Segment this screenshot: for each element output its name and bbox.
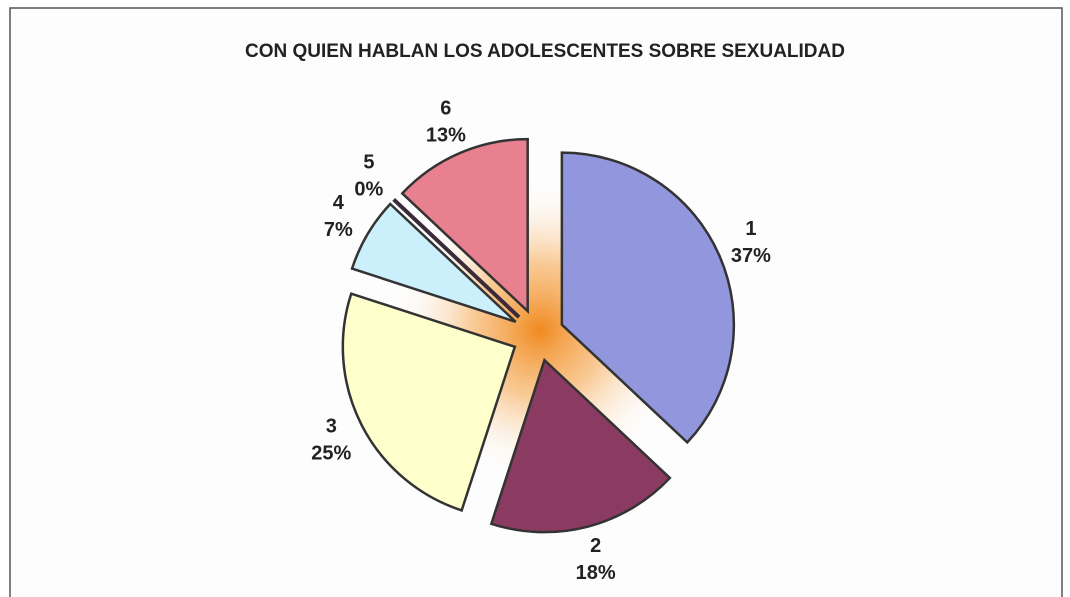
slice-percent: 37%: [731, 245, 771, 267]
slice-category: 2: [590, 535, 601, 557]
slice-category: 3: [326, 416, 337, 438]
slice-percent: 0%: [354, 178, 383, 200]
pie-slice: [350, 202, 517, 323]
slice-category: 4: [333, 192, 345, 214]
pie-slice: [400, 137, 529, 315]
pie-slice: [560, 151, 736, 445]
slice-category: 5: [363, 151, 374, 173]
chart-title: CON QUIEN HABLAN LOS ADOLESCENTES SOBRE …: [245, 41, 845, 62]
pie-slice: [392, 198, 521, 319]
pie-slice: [341, 292, 517, 512]
slice-percent: 18%: [576, 562, 616, 584]
slice-category: 6: [440, 97, 451, 119]
slice-category: 1: [745, 218, 756, 240]
pie-slice: [489, 357, 672, 534]
slice-percent: 25%: [311, 443, 351, 465]
slice-percent: 13%: [426, 124, 466, 146]
slice-percent: 7%: [324, 219, 353, 241]
